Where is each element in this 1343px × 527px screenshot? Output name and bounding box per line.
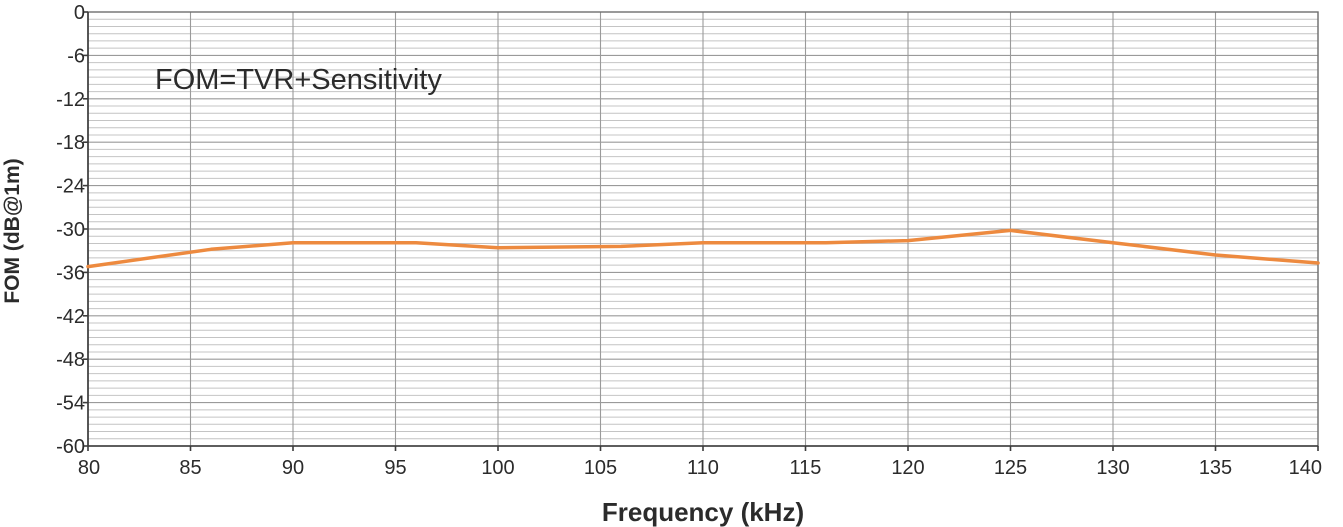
x-tick-labels: 80 85 90 95 100 105 110 115 120 125 130 135 140 [78, 457, 1322, 479]
y-tick-label: -36 [56, 262, 85, 284]
x-tick-label: 80 [78, 457, 100, 479]
x-tick-label: 100 [481, 457, 514, 479]
x-tick-label: 105 [584, 457, 617, 479]
x-tick-label: 135 [1199, 457, 1232, 479]
chart-annotation: FOM=TVR+Sensitivity [155, 64, 442, 96]
y-tick-label: -24 [56, 176, 85, 198]
x-tick-label: 140 [1289, 457, 1322, 479]
x-tick-label: 130 [1096, 457, 1129, 479]
x-tick-label: 95 [384, 457, 406, 479]
y-tick-label: -6 [67, 45, 85, 67]
x-tick-label: 85 [179, 457, 201, 479]
y-axis-title: FOM (dB@1m) [1, 158, 24, 303]
series-group [86, 228, 1320, 269]
x-tick-label: 115 [790, 457, 822, 479]
x-tick-label: 90 [282, 457, 304, 479]
series-line [86, 228, 1320, 269]
y-tick-label: 0 [74, 2, 85, 24]
y-tick-label: -60 [56, 436, 85, 458]
y-tick-label: -12 [56, 89, 85, 111]
y-tick-label: -18 [56, 132, 85, 154]
x-tick-label: 110 [687, 457, 719, 479]
x-tick-label: 125 [994, 457, 1027, 479]
x-tick-label: 120 [891, 457, 924, 479]
axes [83, 11, 1319, 451]
y-tick-label: -30 [56, 219, 85, 241]
x-axis-title: Frequency (kHz) [602, 497, 804, 527]
y-tick-label: -54 [56, 393, 85, 415]
y-tick-label: -42 [56, 306, 85, 328]
y-tick-label: -48 [56, 349, 85, 371]
y-tick-labels: 0 -6 -12 -18 -24 -30 -36 -42 -48 -54 -60 [56, 2, 85, 458]
